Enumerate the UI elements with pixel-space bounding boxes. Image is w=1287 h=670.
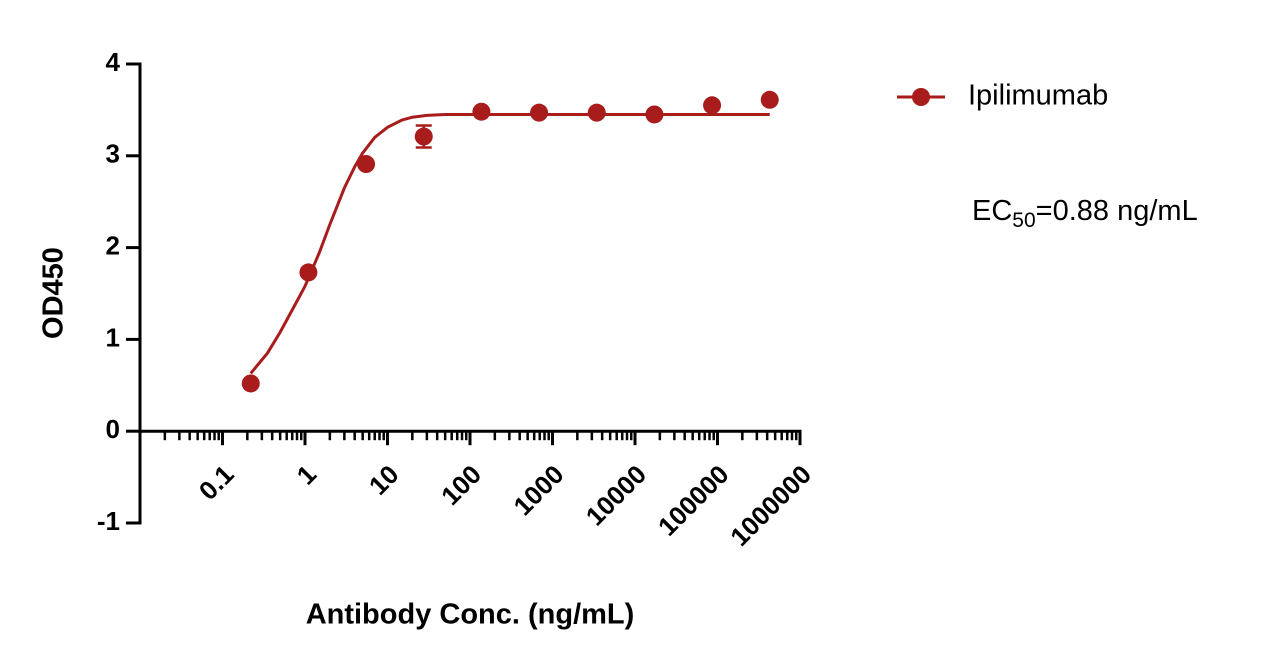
- y-tick-label: 1: [106, 322, 120, 352]
- annotation-text: EC: [972, 195, 1012, 227]
- x-tick-label: 100: [435, 459, 487, 511]
- y-tick-label: 0: [106, 414, 120, 444]
- y-tick-label: -1: [97, 506, 120, 536]
- data-point: [530, 103, 549, 122]
- data-point: [587, 103, 606, 122]
- annotation: EC50=0.88 ng/mL: [972, 195, 1198, 232]
- data-point: [645, 105, 664, 124]
- x-tick-label: 10: [363, 459, 405, 501]
- x-tick-label: 0.1: [193, 459, 240, 506]
- x-tick-label: 1000000: [724, 459, 817, 552]
- x-axis-title: Antibody Conc. (ng/mL): [306, 599, 635, 631]
- data-point: [299, 263, 318, 282]
- annotation-subscript: 50: [1012, 209, 1035, 232]
- legend-label: Ipilimumab: [968, 80, 1108, 112]
- x-tick-label: 100000: [652, 459, 735, 542]
- x-tick-label: 1000: [507, 459, 569, 521]
- y-tick-label: 4: [106, 47, 121, 77]
- x-tick-label: 1: [291, 459, 322, 490]
- y-tick-label: 3: [106, 139, 120, 169]
- y-tick-label: 2: [106, 230, 120, 260]
- data-point: [472, 102, 491, 121]
- data-point: [703, 96, 722, 115]
- annotation-text: =0.88 ng/mL: [1036, 195, 1198, 227]
- y-axis-title: OD450: [38, 247, 70, 339]
- legend-marker: [912, 88, 930, 106]
- data-point: [241, 374, 260, 393]
- data-point: [414, 127, 433, 146]
- data-point: [357, 155, 376, 174]
- data-point: [760, 90, 779, 109]
- fit-curve: [249, 113, 770, 375]
- x-tick-label: 10000: [580, 459, 652, 531]
